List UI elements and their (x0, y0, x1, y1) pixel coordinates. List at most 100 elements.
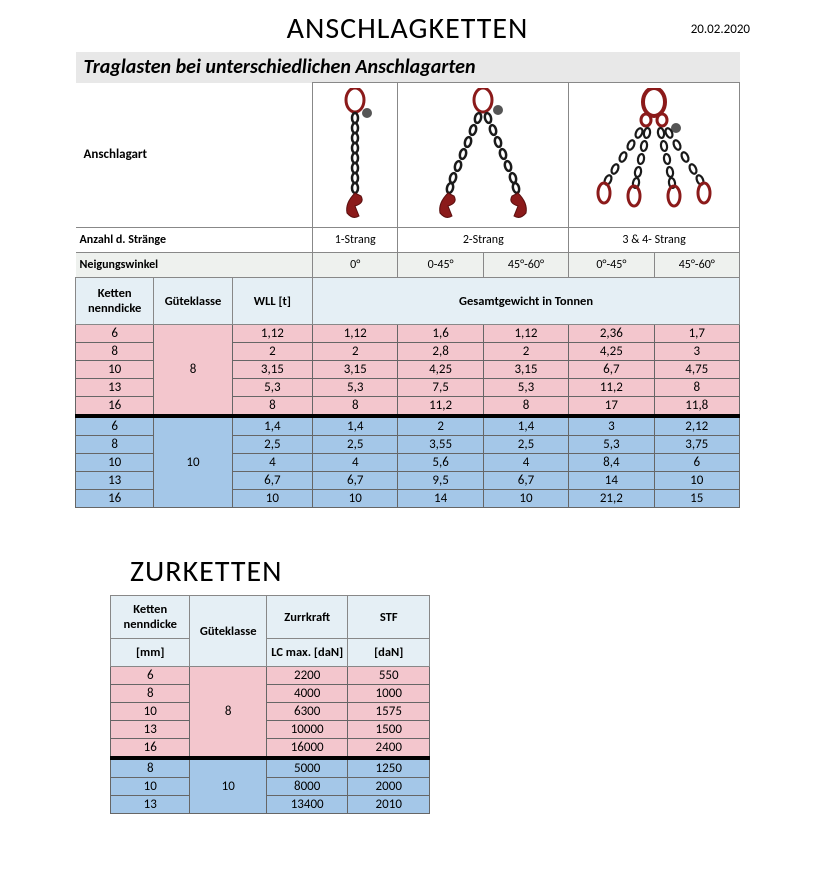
lc-cell: 2200 (266, 667, 348, 685)
lc-cell: 13400 (266, 796, 348, 814)
table-row: 682200550 (111, 667, 430, 685)
ketten-cell: 6 (111, 667, 190, 685)
strand-col: 2-Strang (398, 228, 569, 253)
value-cell: 3,15 (483, 361, 568, 379)
traglasten-table: Traglasten bei unterschiedlichen Anschla… (75, 52, 740, 508)
value-cell: 2,8 (398, 343, 483, 361)
ketten-cell: 10 (111, 703, 190, 721)
value-cell: 1,7 (654, 325, 739, 343)
wll-cell: 5,3 (232, 379, 312, 397)
strand-label: Anzahl d. Stränge (76, 228, 313, 253)
ketten-cell: 8 (111, 685, 190, 703)
value-cell: 3,55 (398, 436, 483, 454)
lc-cell: 6300 (266, 703, 348, 721)
value-cell: 2 (313, 343, 398, 361)
wll-cell: 4 (232, 454, 312, 472)
stf-cell: 2000 (348, 778, 430, 796)
ketten-cell: 10 (111, 778, 190, 796)
value-cell: 5,3 (313, 379, 398, 397)
value-cell: 4 (483, 454, 568, 472)
table-row: 10 63001575 (111, 703, 430, 721)
value-cell: 10 (483, 490, 568, 508)
table-row: 13100001500 (111, 721, 430, 739)
value-cell: 4 (313, 454, 398, 472)
stf-cell: 1000 (348, 685, 430, 703)
zurketten-table: Ketten nenndicke Güteklasse Zurrkraft ST… (110, 595, 430, 814)
value-cell: 8,4 (569, 454, 654, 472)
value-cell: 6,7 (483, 472, 568, 490)
ketten-cell: 6 (76, 416, 154, 436)
col-gesamt: Gesamtgewicht in Tonnen (313, 278, 740, 325)
value-cell: 21,2 (569, 490, 654, 508)
value-cell: 17 (569, 397, 654, 417)
value-cell: 5,3 (483, 379, 568, 397)
ketten-cell: 16 (76, 397, 154, 417)
value-cell: 4,75 (654, 361, 739, 379)
stf-cell: 2010 (348, 796, 430, 814)
strand-col: 3 & 4- Strang (569, 228, 740, 253)
value-cell: 14 (569, 472, 654, 490)
wll-cell: 10 (232, 490, 312, 508)
value-cell: 8 (654, 379, 739, 397)
angle-col: 45°-60° (654, 253, 739, 278)
chain-2strand-icon (398, 83, 569, 228)
value-cell: 3 (654, 343, 739, 361)
value-cell: 2,12 (654, 416, 739, 436)
ketten-cell: 13 (111, 796, 190, 814)
angle-col: 0-45° (398, 253, 483, 278)
value-cell: 10 (313, 490, 398, 508)
ketten-cell: 13 (76, 472, 154, 490)
table-row: 16 160002400 (111, 739, 430, 759)
table-row: 13 134002010 (111, 796, 430, 814)
t2-stf: STF (348, 596, 430, 639)
wll-cell: 8 (232, 397, 312, 417)
ketten-cell: 8 (76, 436, 154, 454)
stf-cell: 2400 (348, 739, 430, 759)
value-cell: 1,12 (483, 325, 568, 343)
value-cell: 7,5 (398, 379, 483, 397)
value-cell: 2,36 (569, 325, 654, 343)
value-cell: 2 (483, 343, 568, 361)
value-cell: 14 (398, 490, 483, 508)
ketten-cell: 16 (111, 739, 190, 759)
value-cell: 6 (654, 454, 739, 472)
t2-mm: [mm] (111, 639, 190, 667)
value-cell: 8 (313, 397, 398, 417)
chain-34strand-icon (569, 83, 740, 228)
value-cell: 2 (398, 416, 483, 436)
value-cell: 4,25 (569, 343, 654, 361)
lc-cell: 5000 (266, 758, 348, 778)
table-row: 1080002000 (111, 778, 430, 796)
chain-1strand-icon (313, 83, 398, 228)
value-cell: 10 (654, 472, 739, 490)
main-title: ANSCHLAGKETTEN (40, 10, 775, 47)
wll-cell: 6,7 (232, 472, 312, 490)
t2-gk: Güteklasse (190, 596, 266, 667)
ketten-cell: 13 (111, 721, 190, 739)
value-cell: 4,25 (398, 361, 483, 379)
value-cell: 9,5 (398, 472, 483, 490)
ketten-cell: 16 (76, 490, 154, 508)
gk-cell: 8 (190, 667, 266, 759)
t2-ketten: Ketten nenndicke (111, 596, 190, 639)
value-cell: 11,2 (569, 379, 654, 397)
gk-cell: 10 (154, 416, 232, 508)
ketten-cell: 8 (111, 758, 190, 778)
value-cell: 3 (569, 416, 654, 436)
table-row: 6101,41,421,432,12 (76, 416, 740, 436)
angle-col: 0°-45° (569, 253, 654, 278)
lc-cell: 16000 (266, 739, 348, 759)
table-row: 840001000 (111, 685, 430, 703)
table-row: 681,121,121,61,122,361,7 (76, 325, 740, 343)
wll-cell: 1,4 (232, 416, 312, 436)
stf-cell: 550 (348, 667, 430, 685)
strand-col: 1-Strang (313, 228, 398, 253)
wll-cell: 2,5 (232, 436, 312, 454)
value-cell: 15 (654, 490, 739, 508)
stf-cell: 1575 (348, 703, 430, 721)
gk-cell: 8 (154, 325, 232, 417)
lc-cell: 10000 (266, 721, 348, 739)
ketten-cell: 6 (76, 325, 154, 343)
col-wll: WLL [t] (232, 278, 312, 325)
zurketten-title: ZURKETTEN (130, 553, 775, 590)
